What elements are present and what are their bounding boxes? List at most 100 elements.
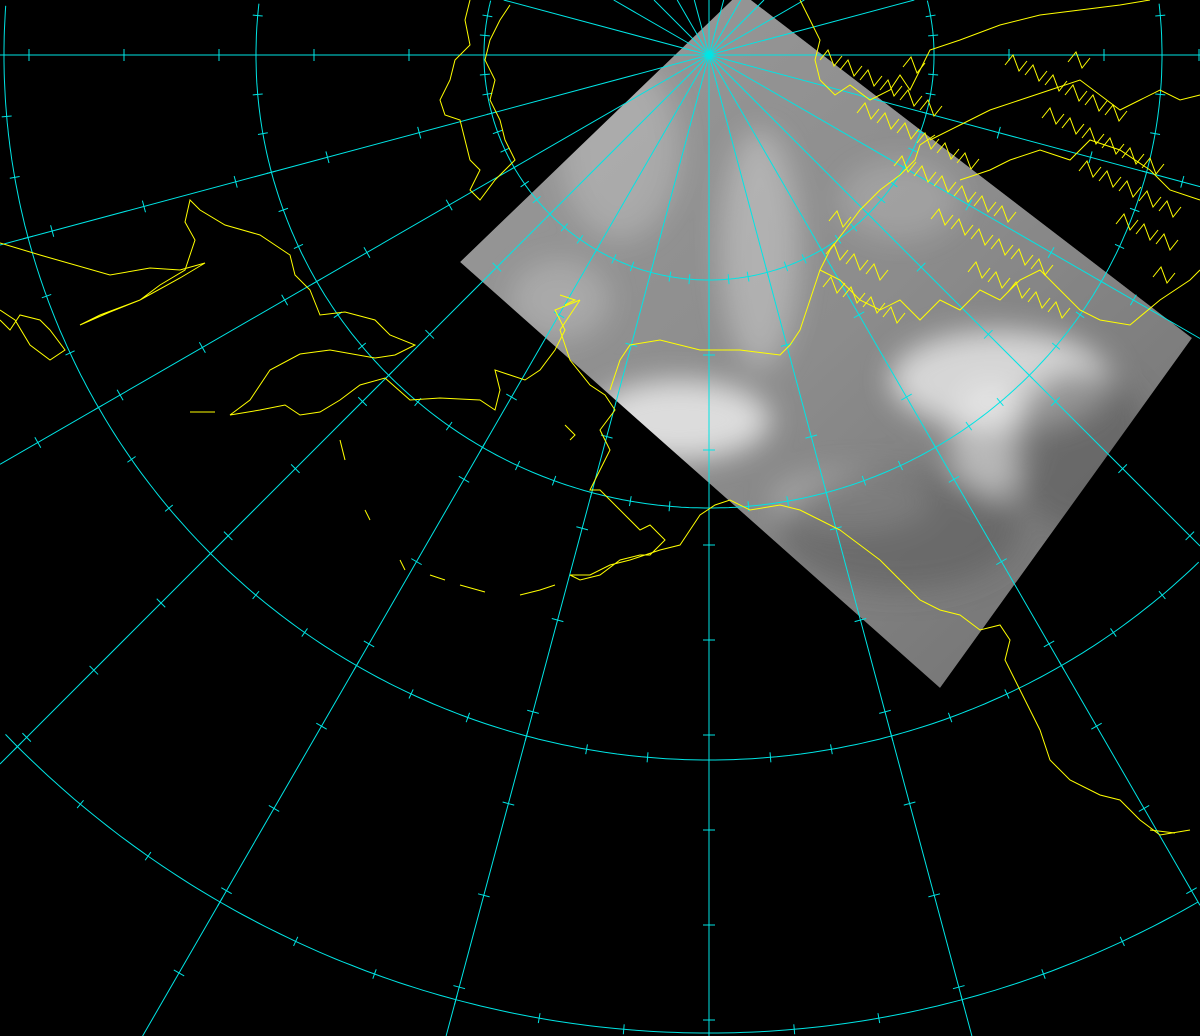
clear-area <box>780 470 1020 590</box>
graticule-tick <box>144 851 152 861</box>
graticule-tick <box>1155 93 1166 96</box>
coastline-segment <box>559 294 577 306</box>
coastline-segment <box>1064 84 1088 102</box>
graticule-tick <box>198 342 206 353</box>
meridian-line <box>693 0 710 56</box>
graticule-tick <box>879 709 891 714</box>
graticule-tick <box>1150 132 1161 136</box>
graticule-tick <box>492 129 503 135</box>
graticule-tick <box>502 801 515 806</box>
graticule-tick <box>1047 247 1055 258</box>
coastline-segment <box>828 210 852 228</box>
graticule-tick <box>611 254 617 264</box>
graticule-tick <box>1118 464 1128 474</box>
meridian-line <box>445 54 710 1036</box>
graticule-tick <box>65 350 75 356</box>
graticule-tick <box>897 460 904 471</box>
coastline-segment <box>1115 213 1139 231</box>
coastline-segment <box>930 208 954 226</box>
coastline-segment <box>882 306 906 324</box>
graticule-tick <box>928 73 939 76</box>
graticule-tick <box>514 460 521 471</box>
graticule-tick <box>1119 936 1125 947</box>
coastline-segment <box>1104 104 1128 122</box>
graticule-tick <box>786 496 790 507</box>
graticule-tick <box>928 34 939 37</box>
coastline-segment <box>879 79 903 97</box>
coastline-segment <box>1010 248 1034 266</box>
graticule-tick <box>221 887 232 895</box>
graticule-tick <box>372 969 377 979</box>
graticule-tick <box>783 261 789 272</box>
coastline-segment <box>564 424 576 441</box>
graticule-tick <box>537 1013 541 1024</box>
graticule-tick <box>116 389 124 401</box>
graticule-tick <box>576 234 584 244</box>
graticule-tick <box>746 271 750 282</box>
graticule-tick <box>925 92 936 96</box>
graticule-tick <box>1041 969 1046 979</box>
meridian-line <box>708 54 1200 188</box>
coastline-segment <box>856 102 880 120</box>
graticule-tick <box>477 893 490 898</box>
graticule-tick <box>769 752 772 763</box>
graticule-tick <box>458 475 470 483</box>
graticule-tick <box>688 274 691 285</box>
meridian-line <box>142 54 710 1036</box>
meridian-line <box>708 54 1200 339</box>
coastline-segment <box>1061 117 1085 135</box>
coastline-segment <box>899 89 923 107</box>
coastline-segment <box>916 132 940 150</box>
graticule-tick <box>668 271 672 282</box>
coastline-segment <box>842 286 866 304</box>
graticule-tick <box>925 14 936 18</box>
coastline-segment <box>1152 266 1176 284</box>
coastline-segment <box>1024 64 1048 82</box>
coastline-segment <box>1084 94 1108 112</box>
graticule-tick <box>316 722 327 730</box>
coastline-segment <box>1149 829 1176 834</box>
meridian-line <box>708 54 1200 906</box>
graticule-tick <box>445 421 453 431</box>
coastline-segment <box>845 253 869 271</box>
coastline-segment <box>1030 258 1054 276</box>
graticule-tick <box>646 752 649 763</box>
coastline-segment <box>970 228 994 246</box>
graticule-tick <box>948 475 960 483</box>
coastline-segment <box>973 195 997 213</box>
meridian-line <box>0 54 710 246</box>
graticule-tick <box>233 175 238 188</box>
coastline-segment <box>896 122 920 140</box>
coastline-segment <box>987 271 1011 289</box>
graticule-tick <box>479 73 490 76</box>
graticule-tick <box>1186 887 1197 895</box>
graticule-tick <box>357 342 367 350</box>
coastline-segment <box>1138 190 1162 208</box>
graticule-tick <box>916 262 926 272</box>
cloud-feature <box>590 380 770 460</box>
coastline-segment <box>990 238 1014 256</box>
latitude-circle <box>5 734 1199 1034</box>
graticule-tick <box>257 132 268 136</box>
graticule-tick <box>1 115 12 118</box>
graticule-tick <box>278 207 289 213</box>
coastline-segment <box>1155 233 1179 251</box>
graticule-tick <box>482 92 493 96</box>
coastline-segment <box>876 112 900 130</box>
graticule-tick <box>1050 396 1061 407</box>
meridian-line <box>613 0 710 56</box>
coastline-segment <box>459 584 486 593</box>
graticule-tick <box>965 199 973 211</box>
graticule-tick <box>1051 342 1061 350</box>
graticule-tick <box>408 689 414 699</box>
coastline-segment <box>799 0 1151 101</box>
graticule-tick <box>301 628 308 637</box>
coastline-segment <box>956 152 980 170</box>
graticule-tick <box>22 732 32 742</box>
coastline-segment <box>936 142 960 160</box>
coastline-segment <box>822 276 846 294</box>
graticule-tick <box>996 558 1007 566</box>
coastline-segment <box>953 185 977 203</box>
graticule-tick <box>996 126 1001 139</box>
